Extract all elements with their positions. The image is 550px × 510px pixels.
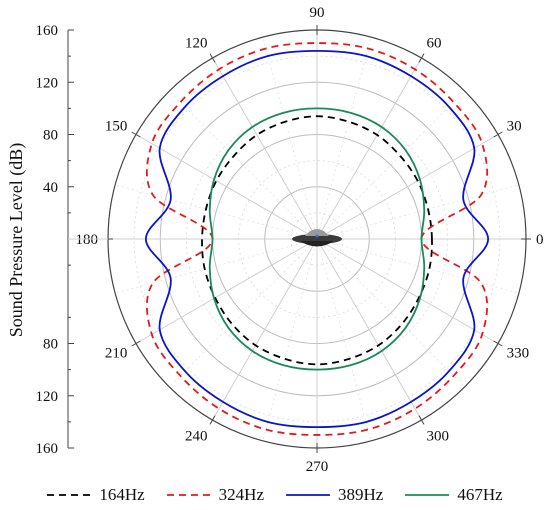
legend-swatch xyxy=(166,494,211,496)
y-tick-label: 80 xyxy=(43,337,58,353)
speaker-icon xyxy=(292,229,342,247)
spoke-line xyxy=(316,238,422,421)
angle-tick-mark xyxy=(418,53,425,63)
polar-chart: 0 30 60 90 120 150 180 210 240 270 300 330 160 120 80… xyxy=(6,5,544,475)
angle-tick-mark xyxy=(493,131,503,138)
legend: 164Hz 324Hz 389Hz 467Hz xyxy=(0,480,550,510)
legend-swatch xyxy=(405,494,450,496)
spoke-line xyxy=(168,90,318,240)
legend-item-324hz: 324Hz xyxy=(166,485,264,505)
legend-label: 324Hz xyxy=(218,485,264,504)
series-line-164hz xyxy=(201,115,433,366)
series-line-467hz xyxy=(208,107,426,371)
angle-tick-mark xyxy=(209,53,216,63)
y-tick-label: 160 xyxy=(36,441,59,457)
legend-item-389hz: 389Hz xyxy=(286,485,383,505)
y-tick-label: 120 xyxy=(36,389,59,405)
y-tick-label: 160 xyxy=(36,23,59,39)
legend-swatch xyxy=(47,494,92,496)
angle-tick-label: 30 xyxy=(507,119,522,135)
y-axis-label: Sound Pressure Level (dB) xyxy=(6,143,27,337)
y-axis: 160 120 80 40 80 120 160 xyxy=(36,23,108,457)
y-tick-label: 120 xyxy=(36,75,59,91)
angle-tick-label: 300 xyxy=(427,429,450,445)
spoke-line xyxy=(212,238,318,421)
spoke-line xyxy=(135,238,318,344)
legend-label: 467Hz xyxy=(457,485,503,504)
angle-tick-mark xyxy=(131,340,141,347)
y-tick-label: 80 xyxy=(43,128,58,144)
angle-tick-mark xyxy=(493,340,503,347)
spoke-line xyxy=(316,57,422,240)
series-line-389hz xyxy=(144,49,490,429)
legend-item-467hz: 467Hz xyxy=(405,485,503,505)
angle-tick-mark xyxy=(209,415,216,425)
angle-tick-label: 90 xyxy=(310,5,325,21)
spoke-line xyxy=(316,134,499,240)
legend-label: 164Hz xyxy=(99,485,145,504)
angle-tick-label: 240 xyxy=(185,429,208,445)
angle-tick-mark xyxy=(131,131,141,138)
spoke-line xyxy=(212,57,318,240)
angle-tick-labels: 0 30 60 90 120 150 180 210 240 270 300 330 xyxy=(76,5,544,475)
legend-swatch xyxy=(286,494,330,496)
spoke-line xyxy=(135,134,318,240)
legend-item-164hz: 164Hz xyxy=(47,485,145,505)
angle-tick-label: 270 xyxy=(306,459,329,475)
spoke-line xyxy=(316,238,499,344)
angle-tick-label: 120 xyxy=(185,35,208,51)
angle-tick-label: 150 xyxy=(105,119,128,135)
angle-tick-label: 60 xyxy=(427,35,442,51)
y-tick-label: 40 xyxy=(43,180,58,196)
angle-tick-mark xyxy=(418,415,425,425)
angle-tick-label: 0 xyxy=(536,232,544,248)
angle-tick-label: 330 xyxy=(507,346,529,362)
angle-tick-label: 180 xyxy=(76,232,99,248)
legend-label: 389Hz xyxy=(338,485,384,504)
series-lines xyxy=(144,42,490,436)
angle-tick-label: 210 xyxy=(105,346,128,362)
